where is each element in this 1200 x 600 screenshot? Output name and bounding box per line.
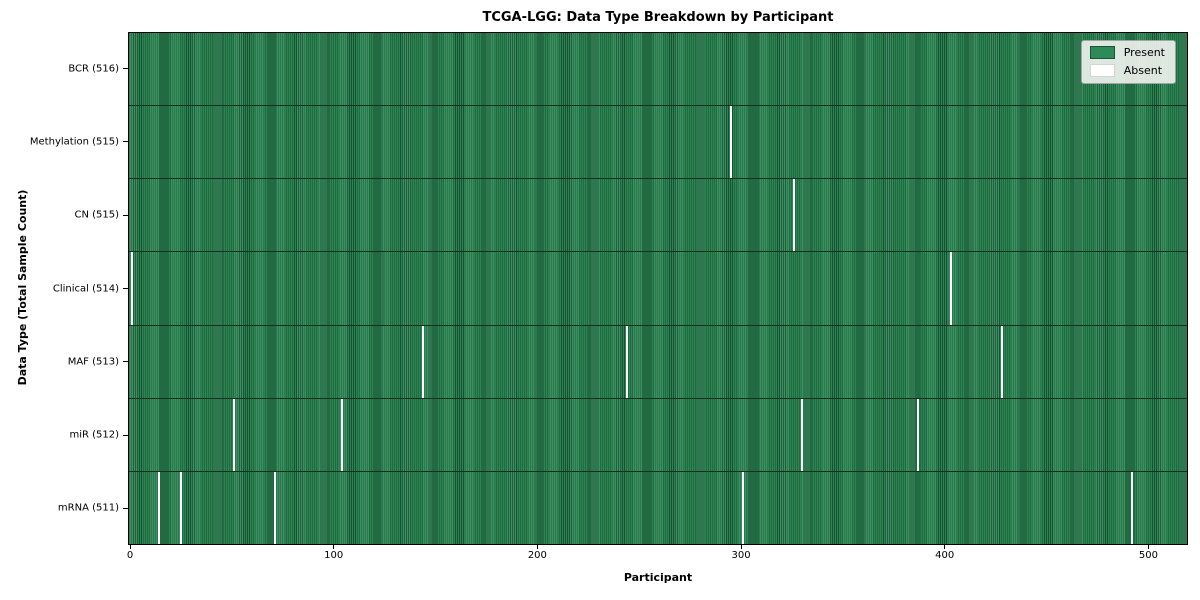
y-tick-label: Clinical (514) — [52, 283, 119, 294]
absent-marker — [340, 398, 343, 471]
x-axis-label: Participant — [623, 571, 693, 584]
absent-marker — [131, 252, 134, 325]
y-tick-mark — [123, 434, 128, 436]
x-tick-label: 500 — [1138, 550, 1158, 561]
y-tick-label: MAF (513) — [67, 356, 119, 368]
x-tick-label: 100 — [324, 550, 344, 561]
absent-marker — [742, 471, 745, 544]
plot-area — [128, 32, 1188, 545]
x-tick-mark — [129, 545, 131, 549]
absent-marker — [273, 471, 276, 544]
x-tick-label: 200 — [527, 550, 547, 561]
absent-swatch-icon — [1089, 64, 1115, 77]
y-axis-label: Data Type (Total Sample Count) — [16, 189, 29, 386]
row-mrna — [129, 470, 1187, 545]
x-tick-label: 300 — [731, 550, 751, 561]
y-tick-mark — [123, 507, 128, 509]
x-tick-mark — [740, 545, 742, 549]
present-swatch-icon — [1089, 46, 1115, 59]
legend: Present Absent — [1080, 40, 1176, 84]
y-tick-mark — [123, 68, 128, 70]
row-bcr — [129, 33, 1187, 106]
y-tick-mark — [123, 361, 128, 363]
y-tick-label: BCR (516) — [68, 63, 119, 75]
absent-marker — [729, 106, 732, 179]
x-tick-mark — [536, 545, 538, 549]
chart-title: TCGA-LGG: Data Type Breakdown by Partici… — [482, 10, 834, 25]
absent-marker — [1000, 325, 1003, 398]
x-tick-mark — [1147, 545, 1149, 549]
absent-marker — [422, 325, 425, 398]
y-tick-mark — [123, 288, 128, 289]
row-clinical — [129, 251, 1187, 325]
row-mir — [129, 397, 1187, 471]
y-tick-label: mRNA (511) — [57, 502, 119, 514]
absent-marker — [157, 471, 160, 544]
y-tick-label: CN (515) — [74, 209, 119, 221]
absent-marker — [917, 398, 920, 471]
x-tick-label: 0 — [126, 550, 134, 561]
absent-marker — [232, 398, 235, 471]
absent-marker — [949, 252, 952, 325]
row-cn — [129, 178, 1187, 252]
x-tick-mark — [333, 545, 335, 549]
x-tick-mark — [944, 545, 946, 549]
y-tick-mark — [123, 214, 128, 216]
legend-item-present: Present — [1089, 46, 1165, 59]
legend-label-present: Present — [1123, 46, 1165, 59]
x-tick-label: 400 — [935, 550, 955, 561]
legend-item-absent: Absent — [1089, 64, 1165, 77]
absent-marker — [179, 471, 182, 544]
row-maf — [129, 324, 1187, 398]
y-tick-mark — [123, 141, 128, 143]
y-tick-label: miR (512) — [69, 429, 119, 441]
absent-marker — [793, 179, 795, 252]
absent-marker — [801, 398, 804, 471]
absent-marker — [625, 325, 628, 398]
absent-marker — [1131, 471, 1134, 544]
legend-label-absent: Absent — [1123, 64, 1163, 77]
row-methylation — [129, 105, 1187, 179]
y-tick-label: Methylation (515) — [29, 136, 119, 148]
